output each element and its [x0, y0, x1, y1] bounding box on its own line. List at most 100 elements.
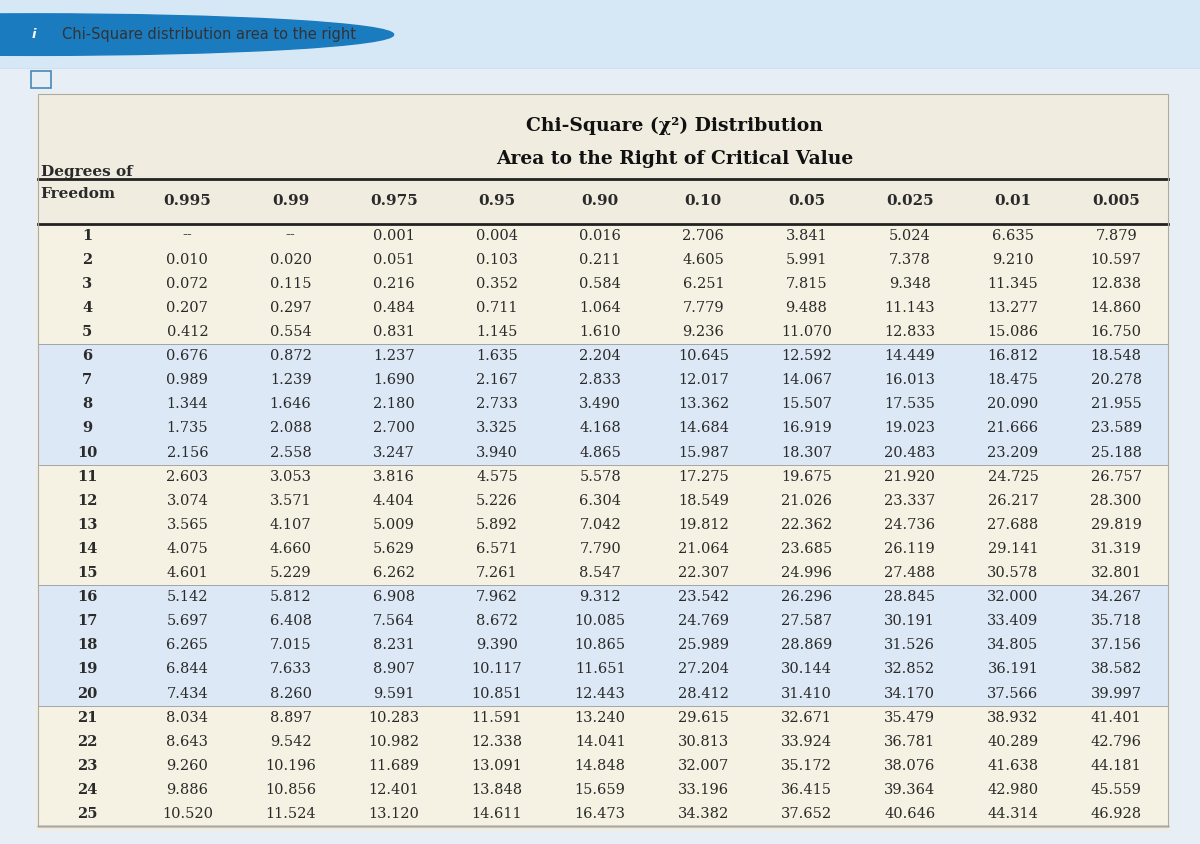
Text: 8.260: 8.260: [270, 687, 312, 701]
Text: 1.690: 1.690: [373, 373, 415, 387]
Text: 5.991: 5.991: [786, 252, 827, 267]
Text: 13.362: 13.362: [678, 398, 728, 411]
Text: 4.075: 4.075: [167, 542, 209, 556]
Text: 25: 25: [77, 807, 97, 821]
Text: 12.017: 12.017: [678, 373, 728, 387]
Text: 8: 8: [82, 398, 92, 411]
Text: 5.578: 5.578: [580, 469, 622, 484]
Text: 8.643: 8.643: [167, 735, 209, 749]
Text: 18: 18: [77, 638, 97, 652]
Text: 21.920: 21.920: [884, 469, 935, 484]
Text: 2.833: 2.833: [580, 373, 622, 387]
Bar: [38, 561, 1168, 585]
Text: i: i: [31, 28, 36, 41]
Bar: [38, 682, 1168, 706]
Bar: [38, 585, 1168, 609]
Text: 16.473: 16.473: [575, 807, 625, 821]
Text: 36.191: 36.191: [988, 663, 1038, 677]
Text: 11.345: 11.345: [988, 277, 1038, 291]
Text: 32.801: 32.801: [1091, 566, 1141, 580]
Text: 17: 17: [77, 614, 97, 628]
Text: 31.319: 31.319: [1091, 542, 1141, 556]
Text: 13.120: 13.120: [368, 807, 419, 821]
Text: 28.869: 28.869: [781, 638, 832, 652]
Text: 9.260: 9.260: [167, 759, 209, 773]
Text: 30.578: 30.578: [988, 566, 1038, 580]
Text: 6.304: 6.304: [580, 494, 622, 508]
Text: 21.026: 21.026: [781, 494, 832, 508]
Text: 41.638: 41.638: [988, 759, 1038, 773]
Text: 7.815: 7.815: [786, 277, 827, 291]
Text: 40.289: 40.289: [988, 735, 1038, 749]
Text: 46.928: 46.928: [1091, 807, 1141, 821]
Text: 12.338: 12.338: [472, 735, 522, 749]
Text: 10.645: 10.645: [678, 349, 728, 363]
Text: 10.856: 10.856: [265, 783, 316, 797]
Text: 21.064: 21.064: [678, 542, 728, 556]
Text: 17.535: 17.535: [884, 398, 935, 411]
Bar: [38, 513, 1168, 537]
Text: 13.091: 13.091: [472, 759, 522, 773]
Text: 15: 15: [77, 566, 97, 580]
Text: 0.207: 0.207: [167, 301, 209, 315]
Text: 22.362: 22.362: [781, 518, 832, 532]
Text: 20.278: 20.278: [1091, 373, 1141, 387]
Text: 20.483: 20.483: [884, 446, 935, 459]
Text: 38.582: 38.582: [1091, 663, 1141, 677]
Text: 38.076: 38.076: [884, 759, 936, 773]
Text: 0.211: 0.211: [580, 252, 620, 267]
Text: 9.236: 9.236: [683, 325, 725, 339]
Text: 7.015: 7.015: [270, 638, 311, 652]
Text: 1: 1: [82, 229, 92, 242]
Text: 29.615: 29.615: [678, 711, 728, 725]
Text: 15.507: 15.507: [781, 398, 832, 411]
Text: 8.897: 8.897: [270, 711, 312, 725]
Bar: [38, 754, 1168, 778]
Text: 5.024: 5.024: [889, 229, 931, 242]
Text: 1.635: 1.635: [476, 349, 518, 363]
Text: 3.053: 3.053: [270, 469, 312, 484]
Text: 25.188: 25.188: [1091, 446, 1141, 459]
Bar: [38, 609, 1168, 633]
Text: 7.378: 7.378: [889, 252, 931, 267]
Text: 6.571: 6.571: [476, 542, 517, 556]
Text: 13: 13: [77, 518, 97, 532]
Text: 3.325: 3.325: [476, 421, 518, 436]
Text: 0.016: 0.016: [580, 229, 622, 242]
Text: 13.848: 13.848: [472, 783, 522, 797]
Text: 9.488: 9.488: [786, 301, 828, 315]
Circle shape: [0, 14, 394, 56]
Text: 42.796: 42.796: [1091, 735, 1141, 749]
Text: 44.181: 44.181: [1091, 759, 1141, 773]
Text: 0.004: 0.004: [476, 229, 518, 242]
Text: 30.144: 30.144: [781, 663, 832, 677]
Text: 6: 6: [82, 349, 92, 363]
Text: 1.344: 1.344: [167, 398, 209, 411]
Text: 23.337: 23.337: [884, 494, 935, 508]
Bar: [38, 778, 1168, 802]
Text: 32.007: 32.007: [678, 759, 728, 773]
Text: 6.251: 6.251: [683, 277, 724, 291]
Text: 14.848: 14.848: [575, 759, 625, 773]
Text: 5.226: 5.226: [476, 494, 518, 508]
Text: 10.283: 10.283: [368, 711, 419, 725]
Text: 24.736: 24.736: [884, 518, 935, 532]
Text: 0.90: 0.90: [582, 194, 619, 208]
Text: 0.05: 0.05: [788, 194, 826, 208]
Text: 0.020: 0.020: [270, 252, 312, 267]
Text: 6.265: 6.265: [167, 638, 209, 652]
Text: 21: 21: [77, 711, 97, 725]
Bar: [38, 489, 1168, 513]
Text: 18.475: 18.475: [988, 373, 1038, 387]
Text: 35.718: 35.718: [1091, 614, 1141, 628]
Bar: [38, 706, 1168, 730]
Text: 12: 12: [77, 494, 97, 508]
Text: Chi-Square (χ²) Distribution: Chi-Square (χ²) Distribution: [526, 116, 823, 135]
Text: 15.086: 15.086: [988, 325, 1038, 339]
Bar: [38, 802, 1168, 826]
Text: 16.919: 16.919: [781, 421, 832, 436]
Text: 12.443: 12.443: [575, 687, 625, 701]
Text: 9.312: 9.312: [580, 590, 620, 604]
Text: 14.684: 14.684: [678, 421, 728, 436]
Text: 8.672: 8.672: [476, 614, 518, 628]
